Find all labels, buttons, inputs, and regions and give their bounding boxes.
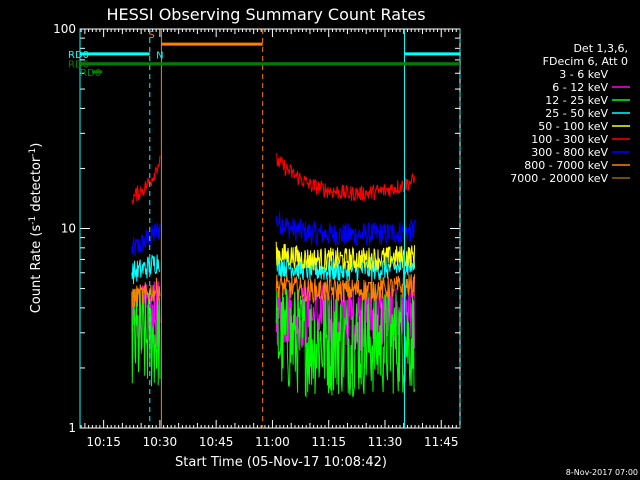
state-bar-label: RD6 [80, 68, 101, 79]
y-axis-label: Count Rate (s-1 detector-1) [28, 143, 44, 314]
series-line [131, 254, 161, 285]
state-bar-label: RD6 [68, 60, 89, 71]
x-tick-label: 11:30 [368, 435, 403, 449]
legend-entry-label: 6 - 12 keV [552, 81, 608, 94]
state-bar-label: S [148, 30, 154, 41]
series-line [275, 241, 416, 272]
series-line [275, 130, 416, 143]
legend-entry-label: 7000 - 20000 keV [510, 172, 608, 185]
legend-entry-label: 100 - 300 keV [531, 133, 608, 146]
chart-title: HESSI Observing Summary Count Rates [106, 5, 425, 24]
axis-tick-labels: 10:15 10:30 10:45 11:00 11:15 11:30 11:45 1 10 10… [53, 22, 458, 449]
y-tick-label: 10 [61, 222, 76, 236]
legend-header: FDecim 6, Att 0 [543, 55, 628, 68]
state-bar-label: RD0 [68, 50, 89, 61]
x-axis-label: Start Time (05-Nov-17 10:08:42) [175, 455, 387, 470]
y-tick-label: 1 [68, 421, 76, 435]
legend-entry-label: 12 - 25 keV [545, 94, 608, 107]
x-tick-label: 10:15 [86, 435, 121, 449]
series-line [131, 125, 161, 139]
series-line [131, 277, 161, 308]
series-line [131, 155, 161, 205]
legend-entry-label: 300 - 800 keV [531, 146, 608, 159]
series-line [275, 288, 416, 399]
x-tick-label: 11:15 [311, 435, 346, 449]
series-line [276, 152, 416, 201]
legend-entry-label: 3 - 6 keV [559, 68, 608, 81]
date-stamp: 8-Nov-2017 07:00 [566, 468, 638, 477]
series-layer [131, 125, 416, 399]
x-tick-label: 11:45 [424, 435, 459, 449]
vertical-markers [79, 29, 461, 428]
legend-entry-label: 50 - 100 keV [538, 120, 608, 133]
series-line [131, 222, 161, 256]
legend-entry-label: 25 - 50 keV [545, 107, 608, 120]
x-tick-label: 10:45 [199, 435, 234, 449]
series-line [275, 274, 416, 305]
x-tick-label: 11:00 [255, 435, 290, 449]
axis-ticks [80, 28, 461, 429]
y-tick-label: 100 [53, 22, 76, 36]
marker-letter: N [156, 50, 163, 61]
legend-header: Det 1,3,6, [573, 42, 628, 55]
series-line [275, 211, 416, 247]
x-tick-label: 10:30 [143, 435, 178, 449]
legend-entry-label: 800 - 7000 keV [524, 159, 608, 172]
